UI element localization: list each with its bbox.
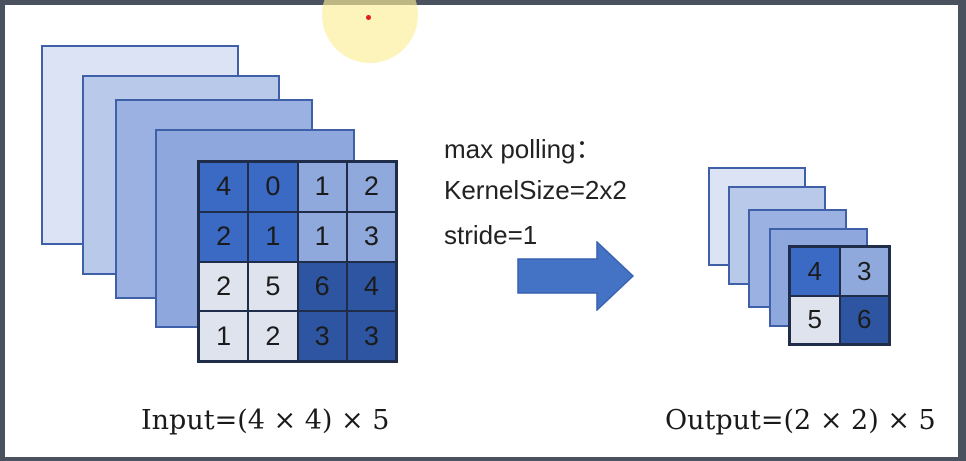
input-cell-r4-c4: 3 [346,311,396,361]
right-arrow-icon [517,241,635,311]
input-cell-r2-c3: 1 [297,211,347,262]
input-cell-r3-c4: 4 [346,261,396,312]
input-cell-r3-c1: 2 [199,261,249,312]
input-cell-r1-c2: 0 [248,162,298,212]
input-cell-r3-c3: 6 [297,261,347,312]
input-cell-r2-c4: 3 [346,211,396,262]
output-cell-r2-c2: 6 [839,295,889,344]
input-cell-r4-c2: 2 [248,311,298,361]
cursor-pointer [366,15,371,20]
output-caption: Output=(2 × 2) × 5 [665,405,936,436]
output-cell-r1-c2: 3 [839,247,889,296]
input-caption: Input=(4 × 4) × 5 [141,405,390,436]
output-cell-r1-c1: 4 [790,247,840,296]
output-cell-r2-c1: 5 [790,295,840,344]
stride-label: stride=1 [444,220,538,250]
input-cell-r1-c3: 1 [297,162,347,212]
input-cell-r4-c3: 3 [297,311,347,361]
input-cell-r3-c2: 5 [248,261,298,312]
input-cell-r2-c2: 1 [248,211,298,262]
operation-name: max polling： [444,134,602,164]
input-cell-r1-c4: 2 [346,162,396,212]
cursor-highlight [322,0,418,63]
input-cell-r4-c1: 1 [199,311,249,361]
kernel-size-label: KernelSize=2x2 [444,175,627,205]
input-cell-r2-c1: 2 [199,211,249,262]
input-cell-r1-c1: 4 [199,162,249,212]
